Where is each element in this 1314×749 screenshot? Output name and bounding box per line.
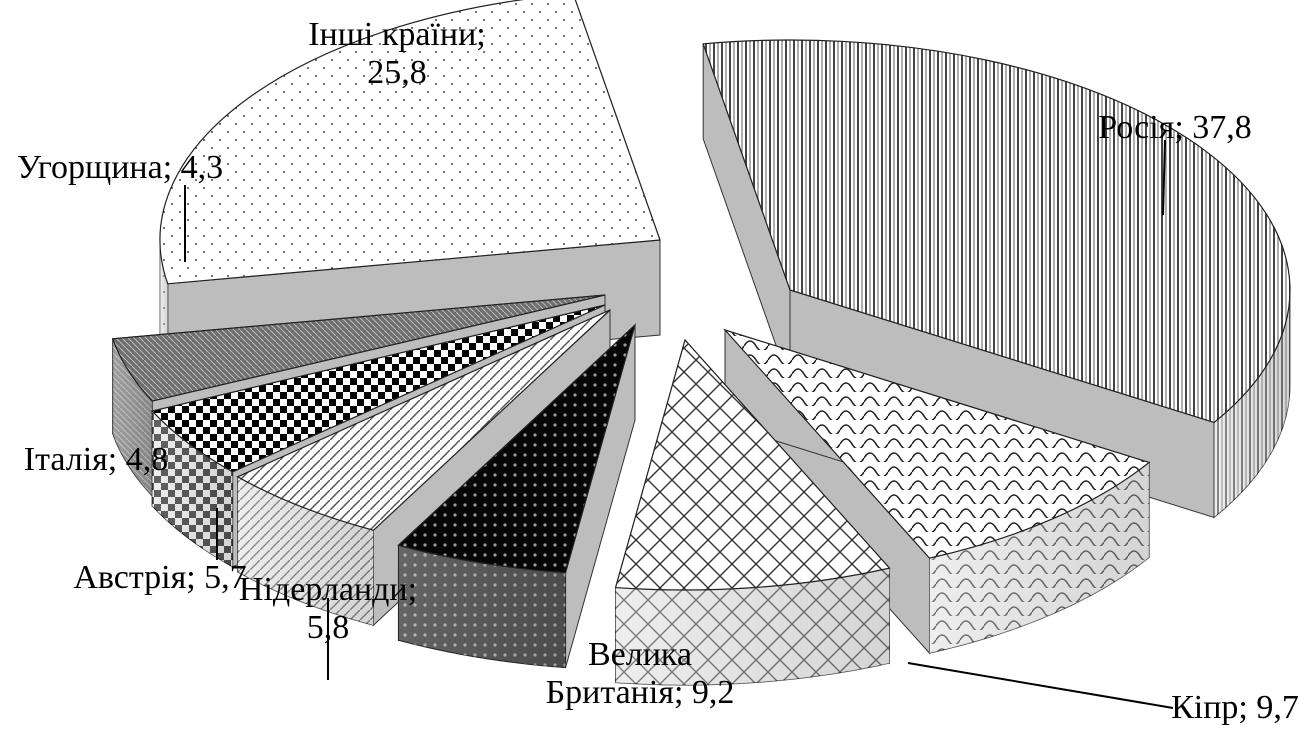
pie-slice-top	[614, 338, 891, 591]
slices-layer	[111, 0, 1291, 686]
data-label-8: Інші країни; 25,8	[308, 16, 486, 91]
pie-slice-top	[236, 309, 611, 531]
data-label-7: Угорщина; 4,3	[17, 149, 223, 186]
pie-slice-side-pattern	[929, 462, 1150, 654]
data-label-line: Велика	[588, 636, 692, 673]
pie-slice-side-pattern	[152, 411, 233, 567]
pie-slice-3	[614, 338, 891, 686]
pie-slice-top	[397, 323, 637, 574]
data-label-line: Кіпр; 9,7	[1171, 689, 1299, 726]
data-label-5: Австрія; 5,7	[73, 559, 246, 596]
data-label-2: Кіпр; 9,7	[1171, 689, 1299, 726]
data-label-line: Британія; 9,2	[546, 674, 735, 711]
pie-slice-side-pattern	[112, 338, 153, 497]
data-label-line: 25,8	[367, 54, 427, 91]
pie-slice-top	[151, 304, 606, 473]
data-label-line: Австрія; 5,7	[73, 559, 246, 596]
data-label-4: Нідерланди; 5,8	[239, 571, 417, 646]
pie-slice-side-pattern	[1214, 285, 1290, 518]
data-label-line: Росія; 37,8	[1098, 109, 1252, 146]
labels-layer: Росія; 37,8 Кіпр; 9,7 Велика Британія; 9,2 Н…	[17, 16, 1299, 726]
pie-slice-top	[159, 0, 661, 285]
data-label-line: Інші країни;	[308, 16, 486, 53]
pie-slice-side-pattern	[398, 545, 566, 668]
pie-slice-side-pattern	[237, 476, 374, 626]
data-label-6: Італія; 4,8	[24, 441, 168, 478]
data-label-line: 5,8	[307, 609, 350, 646]
pie-slice-top	[111, 294, 606, 402]
data-label-3: Велика Британія; 9,2	[546, 636, 735, 711]
pie-slice-top	[702, 39, 1291, 424]
data-label-line: Нідерланди;	[239, 571, 417, 608]
data-label-line: Італія; 4,8	[24, 441, 168, 478]
data-label-1: Росія; 37,8	[1098, 109, 1252, 146]
pie-slice-side-pattern	[615, 568, 890, 685]
pie-slice-top	[723, 328, 1151, 559]
data-label-line: Угорщина; 4,3	[17, 149, 223, 186]
leader-line-2	[907, 662, 1174, 709]
leader-line-1	[1162, 139, 1166, 216]
pie-slice-4	[397, 323, 637, 669]
